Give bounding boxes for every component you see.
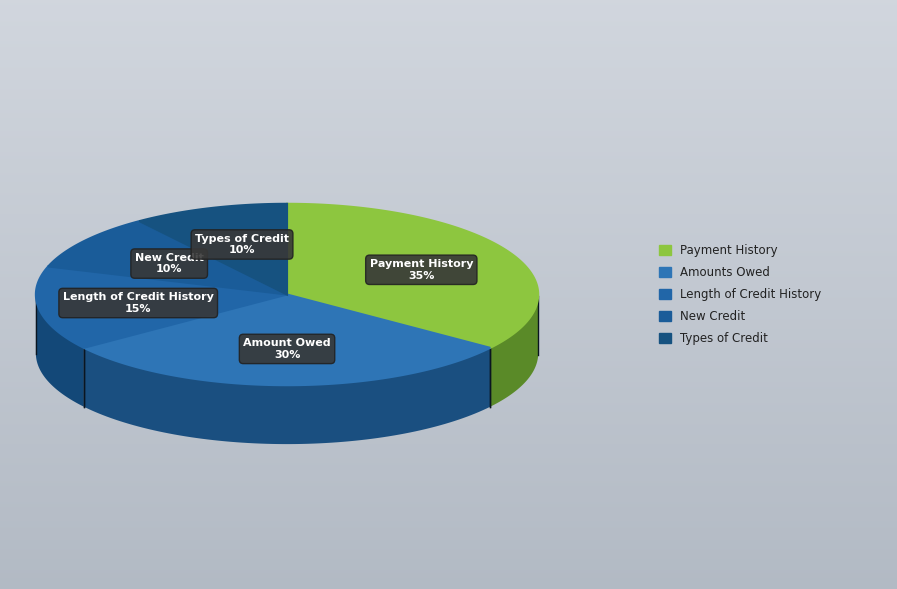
- Polygon shape: [83, 294, 491, 385]
- Text: Length of Credit History
15%: Length of Credit History 15%: [63, 292, 213, 314]
- Polygon shape: [83, 348, 491, 444]
- Polygon shape: [36, 266, 287, 348]
- Text: Types of Credit
10%: Types of Credit 10%: [195, 234, 289, 255]
- Polygon shape: [36, 296, 83, 407]
- Polygon shape: [48, 221, 287, 294]
- Polygon shape: [139, 204, 287, 294]
- Text: Payment History
35%: Payment History 35%: [370, 259, 473, 280]
- Polygon shape: [491, 296, 538, 407]
- Text: Amount Owed
30%: Amount Owed 30%: [243, 338, 331, 360]
- Legend: Payment History, Amounts Owed, Length of Credit History, New Credit, Types of Cr: Payment History, Amounts Owed, Length of…: [652, 237, 828, 352]
- Text: New Credit
10%: New Credit 10%: [135, 253, 204, 274]
- Polygon shape: [287, 204, 538, 348]
